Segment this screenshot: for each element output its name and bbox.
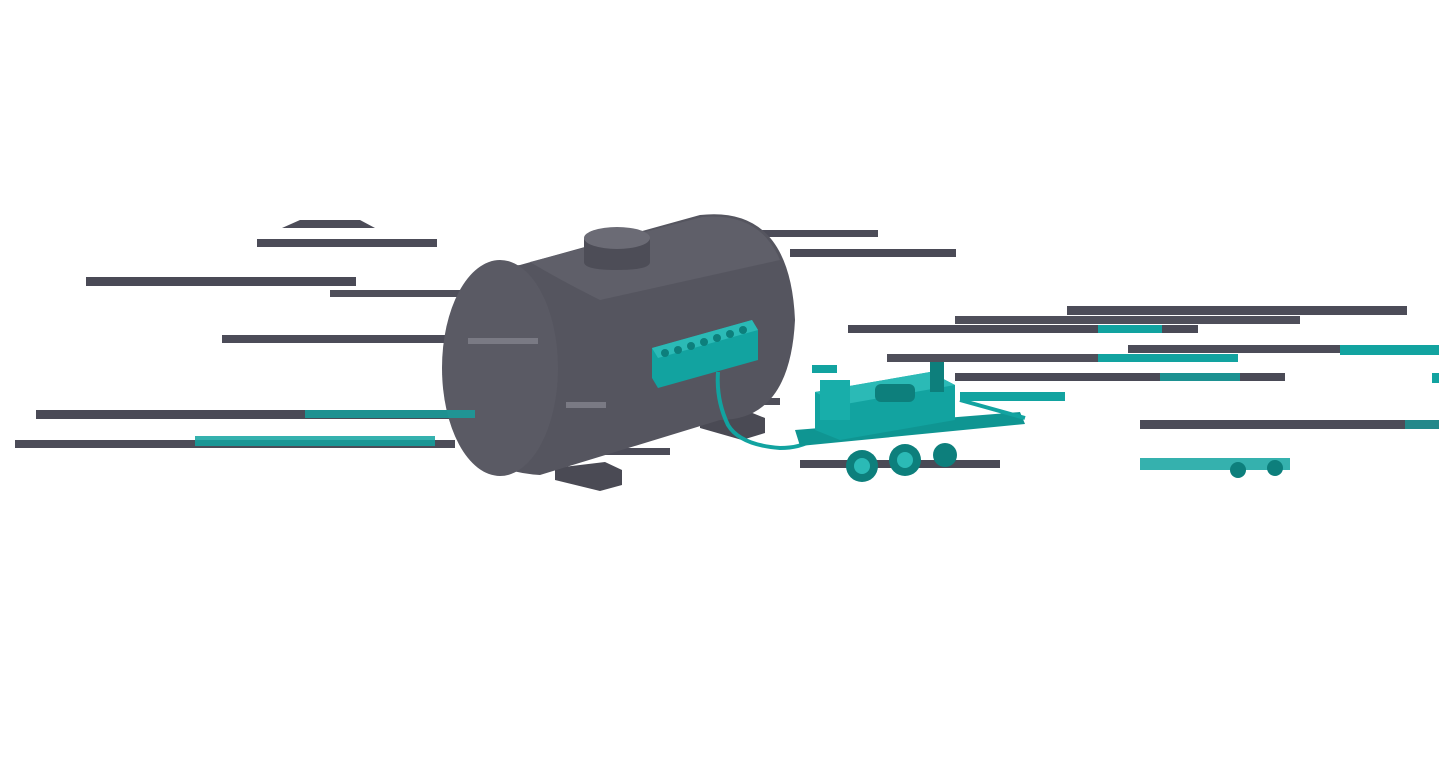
pump-filter [875, 384, 915, 402]
artifact-streak [955, 316, 1300, 324]
artifact-streak [1067, 306, 1407, 315]
storage-tank-model[interactable] [442, 214, 795, 491]
teal-fragment [1140, 458, 1290, 470]
artifact-streak [36, 410, 476, 419]
equipment-artifact-fragments [195, 325, 1439, 478]
tank-manway-top [584, 227, 650, 249]
teal-fragment [1432, 373, 1439, 383]
teal-fragment [1098, 325, 1162, 333]
teal-fragment [1230, 462, 1246, 478]
artifact-streak [848, 325, 1198, 333]
tank-end-cap [442, 260, 558, 476]
pump-trailer-model[interactable] [795, 362, 1026, 482]
pump-housing [820, 380, 850, 420]
artifact-streak [257, 239, 437, 247]
artifact-streak [760, 230, 878, 237]
teal-fragment [195, 436, 435, 446]
artifact-streak [222, 335, 542, 343]
artifact-streak [1140, 420, 1439, 429]
trailer-tongue [959, 398, 1026, 420]
tank-highlight [530, 216, 780, 300]
artifact-streak [887, 354, 1237, 362]
tank-pipe [566, 402, 606, 408]
artifact-streak [1128, 345, 1439, 353]
artifact-streak [590, 448, 670, 455]
teal-fragment [305, 410, 475, 418]
teal-fragment [960, 392, 1065, 401]
teal-fragment [1160, 373, 1240, 381]
teal-fragment [1340, 345, 1439, 355]
teal-fragment [812, 365, 837, 373]
manifold-valves [661, 326, 747, 357]
trailer-wheels [846, 443, 957, 482]
pump-exhaust [930, 362, 944, 392]
teal-fragment [1098, 354, 1238, 362]
artifact-streak [282, 220, 375, 228]
artifact-streak [86, 277, 356, 286]
teal-fragment [1405, 420, 1439, 429]
tank-pipe [468, 338, 538, 344]
manifold-model[interactable] [652, 320, 814, 451]
artifact-streak [955, 373, 1285, 381]
teal-fragment [1267, 460, 1283, 476]
artifact-streak [790, 249, 956, 257]
tank-skid [555, 462, 622, 491]
manifold-hose [715, 371, 814, 451]
